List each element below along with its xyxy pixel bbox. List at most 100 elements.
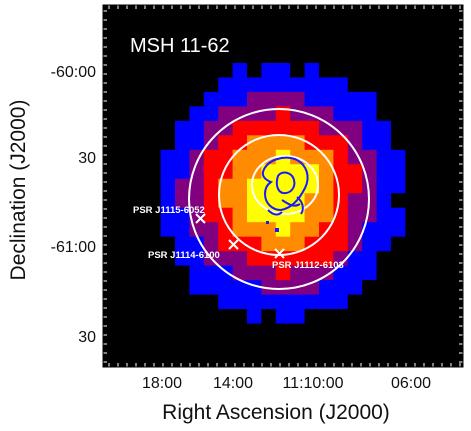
heatmap-pixel: [203, 77, 219, 93]
heatmap-pixel: [261, 352, 277, 368]
heatmap-pixel: [160, 193, 176, 209]
heatmap-pixel: [218, 178, 233, 194]
heatmap-pixel: [189, 135, 205, 151]
heatmap-pixel: [117, 222, 133, 238]
heatmap-pixel: [189, 309, 205, 324]
heatmap-pixel: [175, 91, 190, 107]
heatmap-pixel: [405, 222, 421, 238]
heatmap-pixel: [391, 120, 406, 136]
heatmap-pixel: [103, 120, 118, 136]
heatmap-pixel: [175, 77, 190, 93]
heatmap-pixel: [146, 236, 161, 252]
heatmap-pixel: [362, 280, 377, 295]
heatmap-pixel: [290, 265, 305, 281]
heatmap-pixel: [362, 178, 377, 194]
heatmap-pixel: [319, 338, 334, 353]
heatmap-pixel: [419, 149, 435, 165]
heatmap-pixel: [304, 91, 320, 107]
heatmap-pixel: [376, 207, 392, 223]
heatmap-pixel: [304, 149, 320, 165]
heatmap-pixel: [376, 91, 392, 107]
heatmap-pixel: [131, 294, 147, 310]
blue-contour-blob: [275, 228, 279, 232]
heatmap-pixel: [275, 120, 291, 136]
heatmap-pixel: [232, 77, 248, 93]
heatmap-pixel: [391, 149, 406, 165]
heatmap-pixel: [189, 77, 205, 93]
heatmap-pixel: [203, 236, 219, 252]
heatmap-pixel: [117, 265, 133, 281]
heatmap-pixel: [189, 106, 205, 122]
heatmap-pixel: [347, 149, 363, 165]
heatmap-pixel: [247, 193, 262, 209]
heatmap-pixel: [319, 62, 334, 78]
heatmap-pixel: [391, 62, 406, 78]
heatmap-pixel: [362, 265, 377, 281]
heatmap-pixel: [304, 19, 320, 35]
heatmap-pixel: [434, 265, 449, 281]
heatmap-pixel: [232, 323, 248, 339]
pulsar-marker-j1114-6100: [228, 239, 239, 250]
pulsar-label-j1114-6100: PSR J1114-6100: [148, 250, 220, 261]
heatmap-pixel: [434, 207, 449, 223]
heatmap-pixel: [304, 222, 320, 238]
heatmap-pixel: [160, 106, 176, 122]
heatmap-pixel: [247, 207, 262, 223]
heatmap-pixel: [261, 222, 277, 238]
heatmap-pixel: [146, 251, 161, 267]
heatmap-pixel: [218, 91, 233, 107]
heatmap-pixel: [391, 323, 406, 339]
heatmap-pixel: [189, 62, 205, 78]
heatmap-pixel: [131, 222, 147, 238]
heatmap-pixel: [333, 48, 349, 64]
heatmap-pixel: [275, 135, 291, 151]
x-tick-label: 14:00: [213, 375, 253, 392]
heatmap-pixel: [333, 135, 349, 151]
heatmap-pixel: [131, 149, 147, 165]
heatmap-pixel: [160, 48, 176, 64]
heatmap-pixel: [290, 222, 305, 238]
heatmap-pixel: [203, 178, 219, 194]
heatmap-pixel: [347, 265, 363, 281]
heatmap-pixel: [261, 33, 277, 49]
heatmap-pixel: [247, 33, 262, 49]
heatmap-pixel: [247, 106, 262, 122]
heatmap-pixel: [290, 77, 305, 93]
heatmap-pixel: [319, 352, 334, 368]
heatmap-pixel: [103, 222, 118, 238]
heatmap-pixel: [319, 294, 334, 310]
heatmap-pixel: [391, 207, 406, 223]
contour-outer: [188, 108, 370, 290]
heatmap-pixel: [218, 309, 233, 324]
heatmap-pixel: [175, 352, 190, 368]
heatmap-pixel: [290, 19, 305, 35]
heatmap-pixel: [290, 338, 305, 353]
heatmap-pixel: [275, 62, 291, 78]
heatmap-pixel: [347, 77, 363, 93]
heatmap-pixel: [376, 309, 392, 324]
heatmap-pixel: [391, 309, 406, 324]
heatmap-pixel: [376, 338, 392, 353]
heatmap-pixel: [419, 251, 435, 267]
heatmap-pixel: [419, 193, 435, 209]
blue-contour-shell: [261, 156, 309, 212]
heatmap-pixel: [203, 207, 219, 223]
heatmap-pixel: [391, 164, 406, 180]
heatmap-pixel: [275, 236, 291, 252]
y-tick-label: -60:00: [51, 64, 96, 81]
heatmap-pixel: [319, 91, 334, 107]
heatmap-pixel: [131, 265, 147, 281]
heatmap-pixel: [290, 236, 305, 252]
heatmap-pixel: [419, 164, 435, 180]
heatmap-pixel: [175, 33, 190, 49]
heatmap-pixel: [146, 178, 161, 194]
heatmap-pixel: [275, 207, 291, 223]
heatmap-pixel: [232, 135, 248, 151]
heatmap-pixel: [203, 352, 219, 368]
heatmap-pixel: [146, 222, 161, 238]
heatmap-pixel: [376, 251, 392, 267]
heatmap-pixel: [189, 178, 205, 194]
heatmap-pixel: [290, 251, 305, 267]
heatmap-pixel: [175, 193, 190, 209]
heatmap-pixel: [247, 149, 262, 165]
